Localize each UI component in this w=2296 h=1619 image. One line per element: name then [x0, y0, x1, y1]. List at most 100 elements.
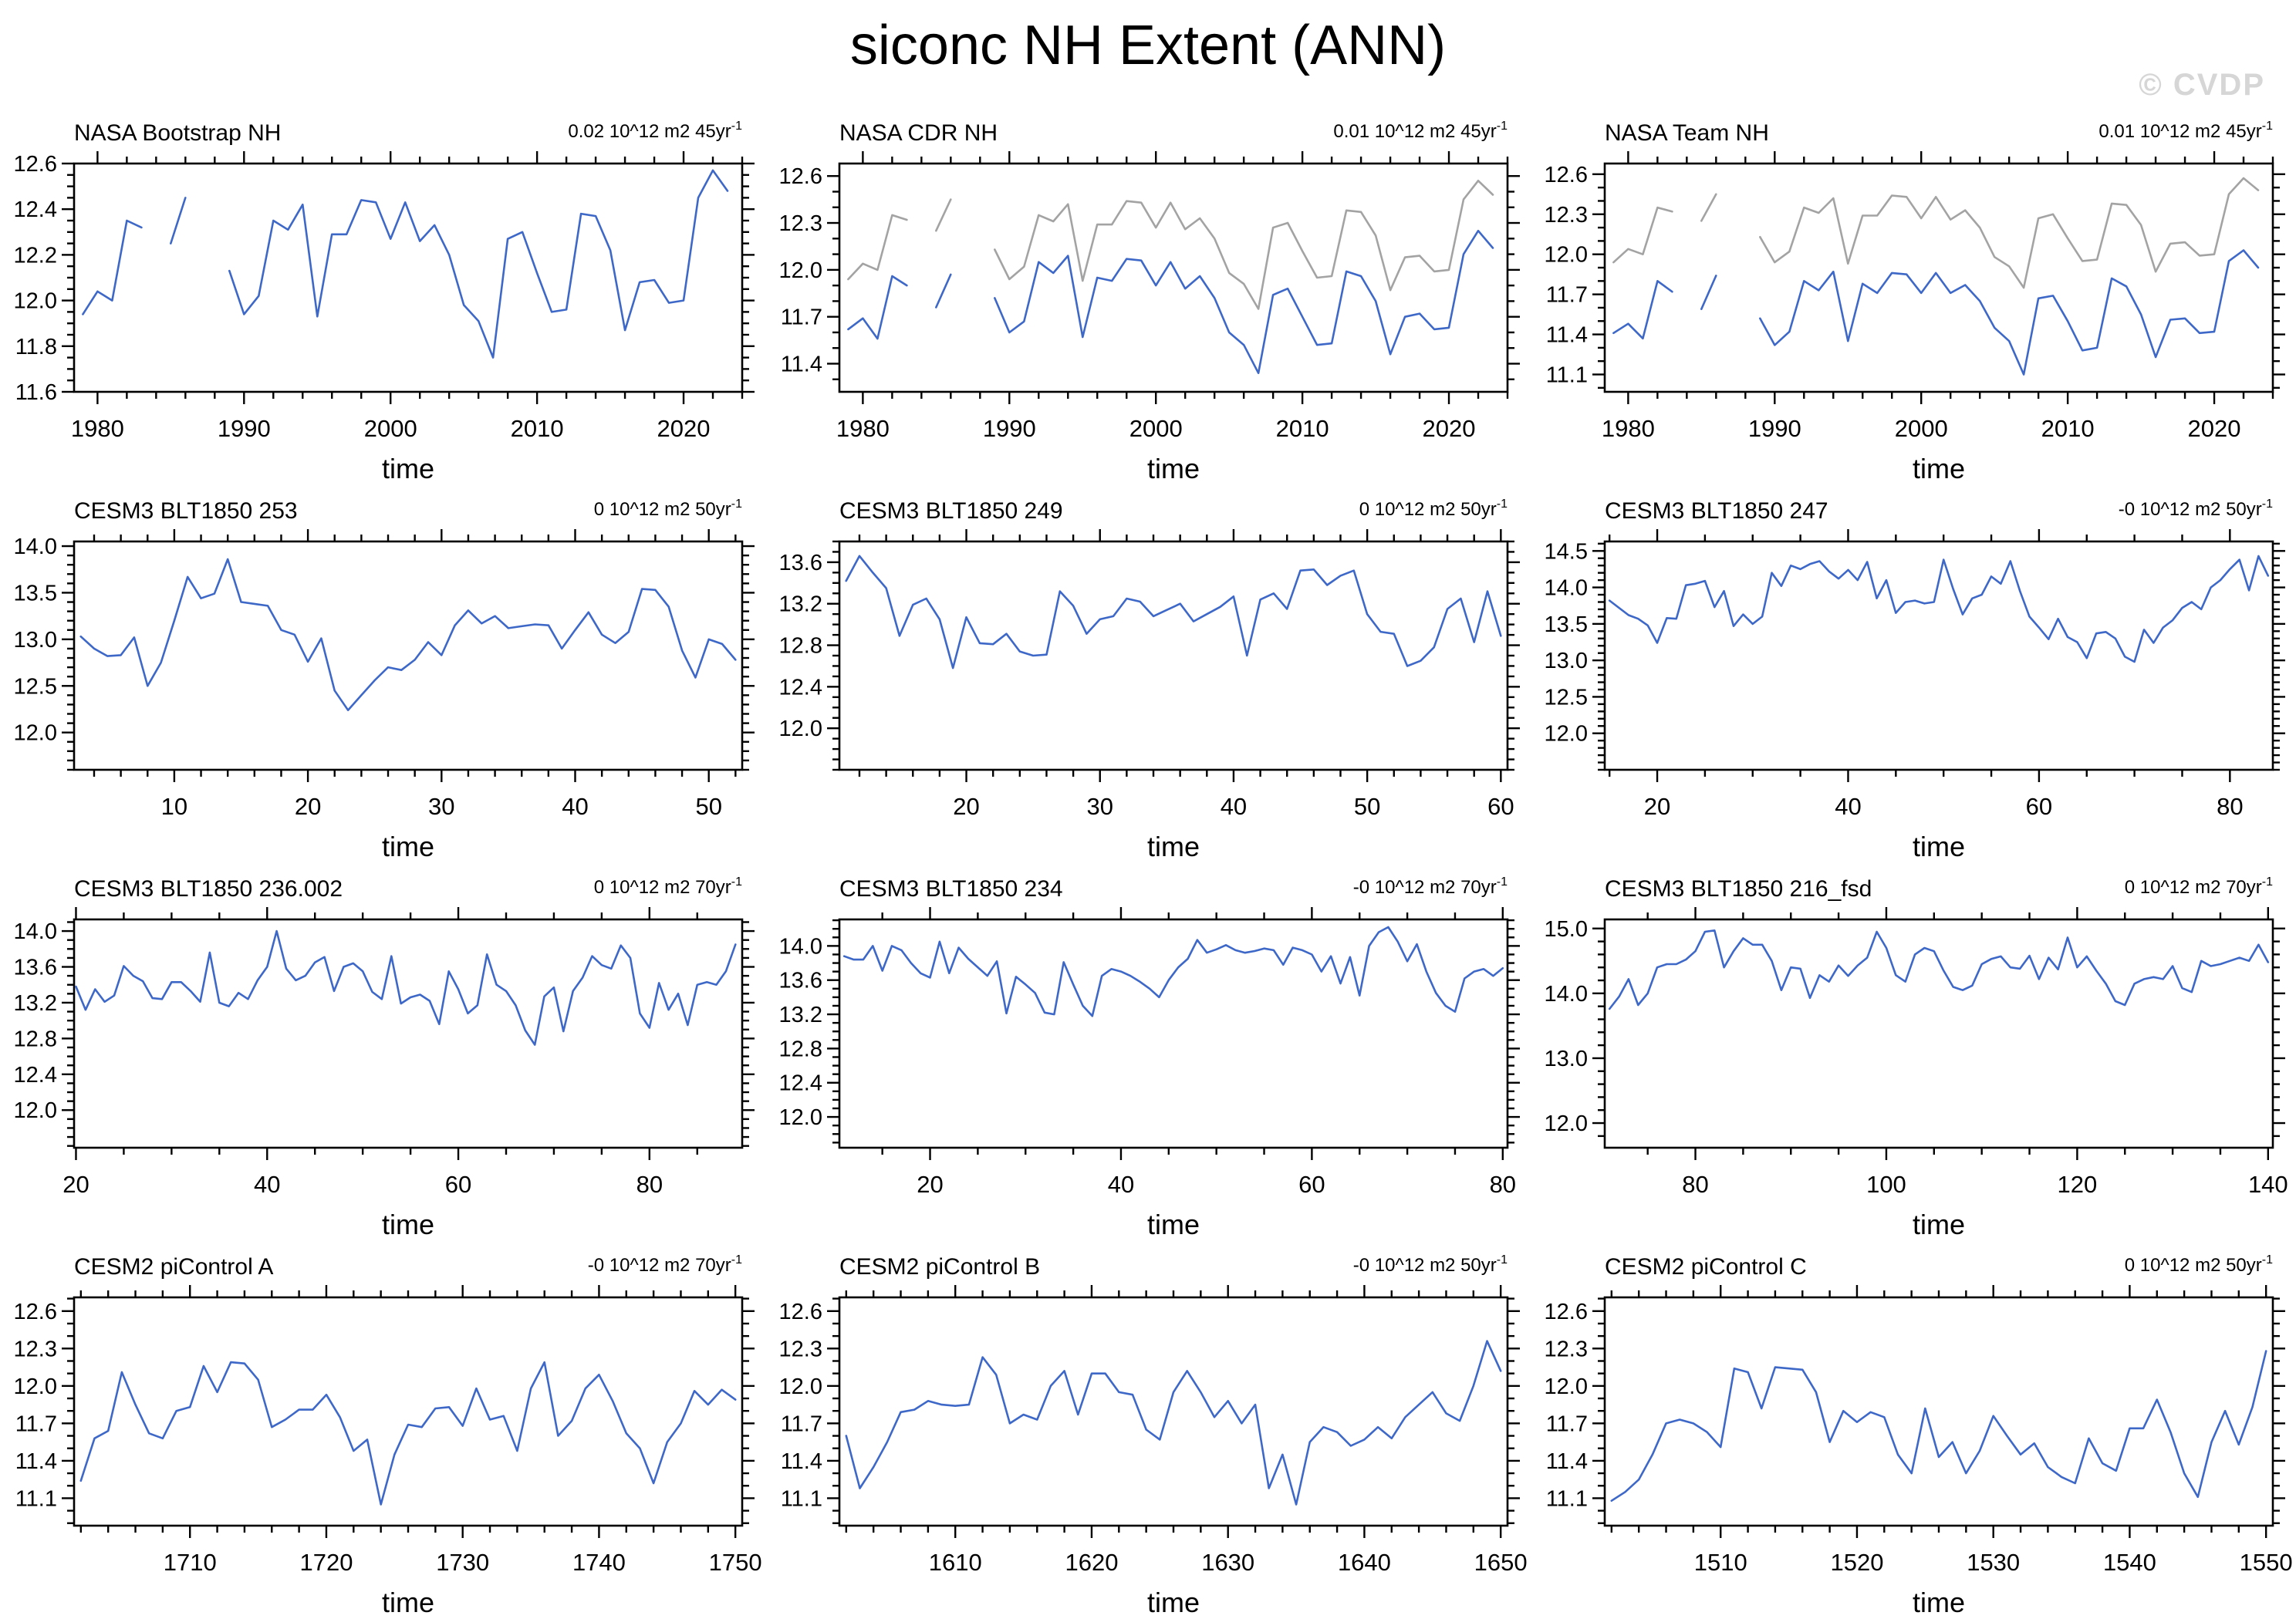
plot-frame	[73, 918, 744, 1149]
svg-text:12.4: 12.4	[779, 675, 822, 700]
svg-text:12.5: 12.5	[1545, 685, 1588, 710]
y-tick-labels: 11.1 11.4 11.7 12.0 12.3 12.6	[779, 1300, 822, 1512]
x-axis-label: time	[1913, 453, 1965, 484]
plot-frame	[838, 1296, 1509, 1527]
svg-text:12.6: 12.6	[779, 1300, 822, 1324]
svg-text:2000: 2000	[1895, 415, 1948, 442]
x-axis-label: time	[1147, 831, 1200, 862]
subplot-canvas: CESM2 piControl A -0 10^12 m2 70yr-111.11…	[14, 1253, 762, 1618]
subplot-nasa-cdr-nh: NASA CDR NH 0.01 10^12 m2 45yr-1 11.4 11.7 1…	[765, 108, 1531, 486]
svg-text:60: 60	[1298, 1171, 1325, 1198]
svg-text:12.3: 12.3	[779, 211, 822, 236]
svg-text:2010: 2010	[2041, 415, 2095, 442]
svg-text:12.0: 12.0	[779, 1374, 822, 1399]
subplot-canvas: CESM2 piControl B -0 10^12 m2 50yr-111.11…	[779, 1253, 1528, 1618]
series-line-primary	[1610, 1350, 2267, 1503]
svg-text:2000: 2000	[1129, 415, 1183, 442]
x-axis-label: time	[1913, 1587, 1965, 1618]
svg-text:13.0: 13.0	[1545, 1047, 1588, 1071]
svg-text:13.6: 13.6	[779, 969, 822, 993]
svg-text:1640: 1640	[1338, 1549, 1391, 1576]
y-tick-labels: 11.1 11.4 11.7 12.0 12.3 12.6	[14, 1300, 57, 1512]
subplot-canvas: NASA CDR NH 0.01 10^12 m2 45yr-111.411.71…	[779, 120, 1520, 484]
x-tick-labels: 20 30 40 50 60	[953, 793, 1514, 820]
y-tick-labels: 12.0 12.4 12.8 13.2 13.6 14.0	[779, 934, 822, 1130]
x-axis-label: time	[1913, 1209, 1965, 1240]
svg-text:1730: 1730	[436, 1549, 489, 1576]
svg-text:13.5: 13.5	[1545, 612, 1588, 637]
axis-ticks	[827, 529, 1520, 782]
svg-text:1550: 1550	[2240, 1549, 2293, 1576]
svg-text:20: 20	[295, 793, 321, 820]
plot-frame	[1603, 540, 2274, 771]
svg-text:1620: 1620	[1065, 1549, 1118, 1576]
svg-text:11.4: 11.4	[1546, 1449, 1588, 1474]
trend-annotation: -0 10^12 m2 50yr-1	[2119, 498, 2273, 520]
svg-text:12.3: 12.3	[1545, 203, 1588, 228]
x-tick-labels: 1610 1620 1630 1640 1650	[929, 1549, 1528, 1576]
svg-text:30: 30	[1086, 793, 1113, 820]
subplot-canvas: CESM3 BLT1850 247 -0 10^12 m2 50yr-112.01…	[1545, 498, 2285, 862]
svg-text:12.0: 12.0	[14, 1374, 57, 1399]
svg-text:20: 20	[917, 1171, 943, 1198]
svg-text:12.8: 12.8	[14, 1027, 57, 1051]
svg-text:20: 20	[1644, 793, 1670, 820]
svg-text:20: 20	[62, 1171, 89, 1198]
svg-text:120: 120	[2058, 1171, 2098, 1198]
svg-text:11.4: 11.4	[781, 352, 822, 377]
svg-text:1510: 1510	[1694, 1549, 1747, 1576]
svg-text:1520: 1520	[1830, 1549, 1883, 1576]
svg-text:11.4: 11.4	[781, 1449, 822, 1474]
svg-text:12.6: 12.6	[1545, 1300, 1588, 1324]
subplot-title: NASA Team NH	[1605, 120, 1769, 146]
y-tick-labels: 12.0 12.5 13.0 13.5 14.0	[14, 535, 57, 746]
subplot-title: CESM2 piControl C	[1605, 1254, 1807, 1280]
series-line-primary	[79, 558, 737, 712]
svg-text:15.0: 15.0	[1545, 917, 1588, 942]
x-axis-label: time	[382, 453, 434, 484]
x-tick-labels: 80 100 120 140	[1682, 1171, 2288, 1198]
svg-text:13.2: 13.2	[14, 991, 57, 1016]
svg-text:100: 100	[1866, 1171, 1906, 1198]
series-line-primary	[1612, 249, 2260, 376]
svg-text:14.5: 14.5	[1545, 539, 1588, 564]
svg-text:11.7: 11.7	[1546, 283, 1588, 308]
svg-text:14.0: 14.0	[1545, 576, 1588, 601]
subplot-title: CESM3 BLT1850 253	[74, 498, 298, 524]
svg-text:80: 80	[636, 1171, 663, 1198]
svg-text:40: 40	[1221, 793, 1247, 820]
y-tick-labels: 12.0 12.5 13.0 13.5 14.0 14.5	[1545, 539, 1588, 746]
svg-text:13.6: 13.6	[779, 551, 822, 575]
svg-text:1540: 1540	[2103, 1549, 2156, 1576]
svg-text:12.3: 12.3	[779, 1337, 822, 1361]
svg-text:12.3: 12.3	[1545, 1337, 1588, 1361]
plot-frame	[838, 540, 1509, 771]
svg-text:12.0: 12.0	[1545, 722, 1588, 747]
plot-frame	[73, 162, 744, 393]
axis-ticks	[827, 907, 1520, 1160]
svg-text:50: 50	[695, 793, 721, 820]
svg-text:11.1: 11.1	[1546, 1486, 1588, 1511]
svg-text:140: 140	[2248, 1171, 2288, 1198]
svg-text:20: 20	[953, 793, 979, 820]
svg-text:2020: 2020	[657, 415, 711, 442]
svg-text:1980: 1980	[1602, 415, 1655, 442]
trend-annotation: 0 10^12 m2 50yr-1	[1359, 498, 1508, 520]
svg-text:12.0: 12.0	[1545, 243, 1588, 268]
y-tick-labels: 12.0 13.0 14.0 15.0	[1545, 917, 1588, 1136]
svg-text:11.7: 11.7	[15, 1412, 57, 1436]
svg-text:30: 30	[428, 793, 454, 820]
svg-text:80: 80	[2217, 793, 2243, 820]
subplot-title: CESM2 piControl A	[74, 1254, 273, 1280]
series-line-primary	[75, 929, 737, 1046]
plot-frame	[838, 918, 1509, 1149]
subplot-title: CESM3 BLT1850 234	[839, 876, 1063, 902]
svg-text:12.6: 12.6	[779, 164, 822, 189]
trend-annotation: 0.01 10^12 m2 45yr-1	[1333, 120, 1508, 142]
series-line-primary	[842, 926, 1504, 1017]
svg-text:13.5: 13.5	[14, 581, 57, 605]
svg-text:80: 80	[1682, 1171, 1708, 1198]
subplot-nasa-bootstrap-nh: NASA Bootstrap NH 0.02 10^12 m2 45yr-1 11.…	[0, 108, 765, 486]
svg-text:2020: 2020	[1423, 415, 1476, 442]
